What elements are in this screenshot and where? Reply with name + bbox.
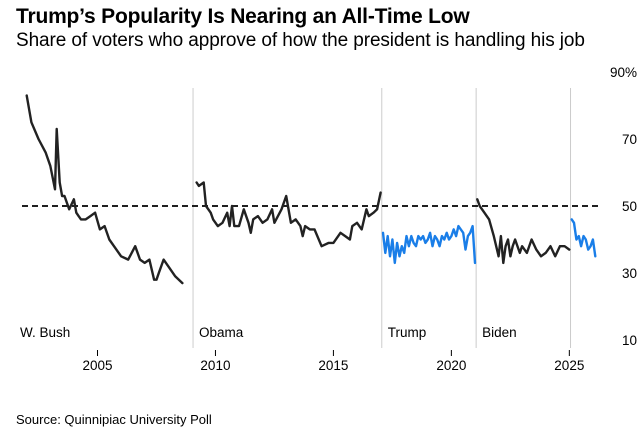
series-line-biden bbox=[476, 198, 571, 265]
presidency-label-w-bush: W. Bush bbox=[20, 325, 70, 340]
x-tick-label: 2020 bbox=[436, 358, 466, 373]
presidency-label-trump: Trump bbox=[388, 325, 427, 340]
y-tick-label: 10 bbox=[622, 333, 637, 348]
x-tick-label: 2015 bbox=[318, 358, 348, 373]
presidency-label-biden: Biden bbox=[482, 325, 517, 340]
chart-title: Trump’s Popularity Is Nearing an All-Tim… bbox=[16, 5, 470, 28]
series-line-trump bbox=[570, 218, 597, 258]
x-tick-label: 2010 bbox=[200, 358, 230, 373]
y-tick-label: 90% bbox=[610, 65, 637, 80]
x-tick-label: 2005 bbox=[82, 358, 112, 373]
x-tick-label: 2025 bbox=[554, 358, 584, 373]
y-tick-label: 50 bbox=[622, 199, 637, 214]
series-line-trump bbox=[381, 224, 477, 265]
y-tick-label: 30 bbox=[622, 266, 637, 281]
series-line-w-bush bbox=[25, 94, 184, 285]
source-note: Source: Quinnipiac University Poll bbox=[16, 412, 212, 427]
y-tick-label: 70 bbox=[622, 132, 637, 147]
presidency-label-obama: Obama bbox=[199, 325, 244, 340]
chart-subtitle: Share of voters who approve of how the p… bbox=[16, 30, 585, 51]
series-line-obama bbox=[195, 181, 382, 248]
